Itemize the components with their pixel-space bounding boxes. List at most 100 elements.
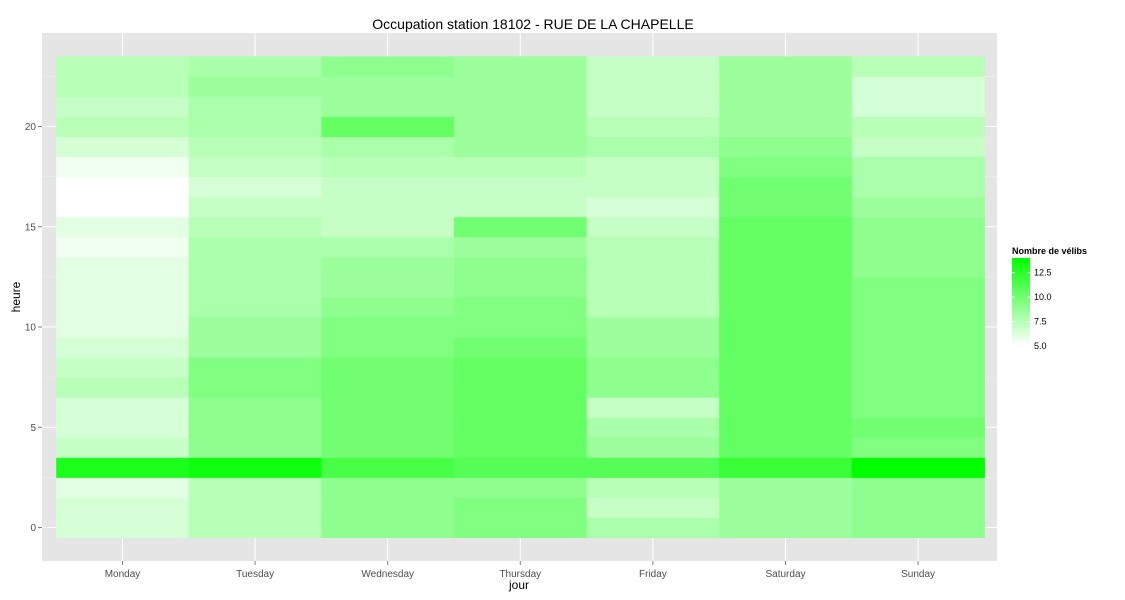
heatmap-cell [188, 176, 322, 198]
heatmap-cell [719, 216, 853, 238]
heatmap-cell [851, 417, 985, 438]
heatmap-cell [188, 397, 322, 418]
heatmap-cell [321, 236, 455, 258]
heatmap-cell [719, 397, 853, 418]
y-axis-title: heure [9, 281, 23, 312]
heatmap-cell [321, 196, 455, 218]
legend-colorbar [1012, 258, 1030, 346]
heatmap-cell [851, 517, 985, 539]
heatmap-cell [586, 517, 720, 539]
heatmap-cell [851, 256, 985, 278]
heatmap-cell [719, 316, 853, 338]
heatmap-cell [188, 357, 322, 378]
heatmap-cell [719, 56, 853, 77]
heatmap-cell [56, 196, 190, 218]
heatmap-cell [586, 176, 720, 198]
legend-label: 7.5 [1034, 317, 1047, 327]
heatmap-cell [56, 156, 190, 178]
heatmap-cell [188, 196, 322, 218]
heatmap-cell [586, 296, 720, 318]
heatmap-cell [188, 276, 322, 298]
heatmap-cell [454, 116, 588, 138]
legend-title: Nombre de vélibs [1012, 246, 1087, 256]
heatmap-cell [321, 337, 455, 358]
heatmap-cell [56, 417, 190, 438]
heatmap-cell [321, 256, 455, 278]
heatmap-cell [188, 437, 322, 458]
heatmap-cell [851, 136, 985, 158]
heatmap-cell [586, 477, 720, 498]
heatmap-cell [719, 196, 853, 218]
heatmap-cell [321, 357, 455, 378]
heatmap-cell [586, 276, 720, 298]
heatmap-cell [188, 497, 322, 518]
heatmap-cell [586, 337, 720, 358]
legend-label: 10.0 [1034, 292, 1052, 302]
heatmap-cell [188, 96, 322, 117]
heatmap-cell [188, 377, 322, 398]
heatmap-cell [851, 236, 985, 258]
heatmap-cell [851, 437, 985, 458]
heatmap-cell [719, 377, 853, 398]
heatmap-cell [188, 316, 322, 338]
heatmap-cell [851, 357, 985, 378]
heatmap-cell [454, 497, 588, 518]
y-tick-label: 5 [30, 423, 36, 434]
heatmap-cell [454, 96, 588, 117]
heatmap-cell [586, 457, 720, 478]
heatmap-cell [719, 276, 853, 298]
x-tick-label: Wednesday [361, 569, 414, 580]
heatmap-cell [851, 296, 985, 318]
heatmap-cell [188, 236, 322, 258]
heatmap-cell [454, 437, 588, 458]
heatmap-cell [851, 156, 985, 178]
y-tick-label: 15 [25, 222, 37, 233]
heatmap-cell [454, 296, 588, 318]
heatmap-cell [321, 437, 455, 458]
heatmap-cell [454, 216, 588, 238]
heatmap-cell [56, 56, 190, 77]
heatmap-cell [454, 377, 588, 398]
x-axis: Monday Tuesday Wednesday Thursday Friday Satu… [105, 561, 935, 580]
x-tick-label: Sunday [901, 569, 935, 580]
heatmap-cell [321, 216, 455, 238]
heatmap-cell [188, 156, 322, 178]
heatmap-cell [851, 397, 985, 418]
heatmap-cell [586, 236, 720, 258]
heatmap-cell [586, 316, 720, 338]
heatmap-cell [454, 236, 588, 258]
legend-label: 5.0 [1034, 341, 1047, 351]
heatmap-cell [719, 256, 853, 278]
heatmap-cell [56, 216, 190, 238]
heatmap-cell [321, 176, 455, 198]
heatmap-cell [56, 136, 190, 158]
heatmap-cell [586, 357, 720, 378]
heatmap-cell [56, 176, 190, 198]
heatmap-cell [188, 76, 322, 97]
heatmap-cell [321, 417, 455, 438]
heatmap-cell [454, 56, 588, 77]
heatmap-cell [56, 76, 190, 97]
x-axis-title: jour [508, 578, 529, 592]
legend-label: 12.5 [1034, 268, 1052, 278]
heatmap-cell [321, 477, 455, 498]
heatmap-cell [321, 457, 455, 478]
y-tick-label: 0 [30, 523, 36, 534]
heatmap-cell [188, 337, 322, 358]
heatmap-cell [851, 276, 985, 298]
heatmap-cell [719, 437, 853, 458]
heatmap-cell [56, 437, 190, 458]
heatmap-cell [321, 377, 455, 398]
heatmap-cell [321, 156, 455, 178]
heatmap-cell [719, 497, 853, 518]
x-tick-label: Tuesday [236, 569, 274, 580]
heatmap-cell [586, 397, 720, 418]
heatmap-cell [188, 477, 322, 498]
heatmap-cell [321, 296, 455, 318]
heatmap-cell [56, 236, 190, 258]
heatmap-cell [188, 517, 322, 539]
heatmap-cell [454, 256, 588, 278]
heatmap-cell [454, 136, 588, 158]
heatmap-cell [454, 477, 588, 498]
